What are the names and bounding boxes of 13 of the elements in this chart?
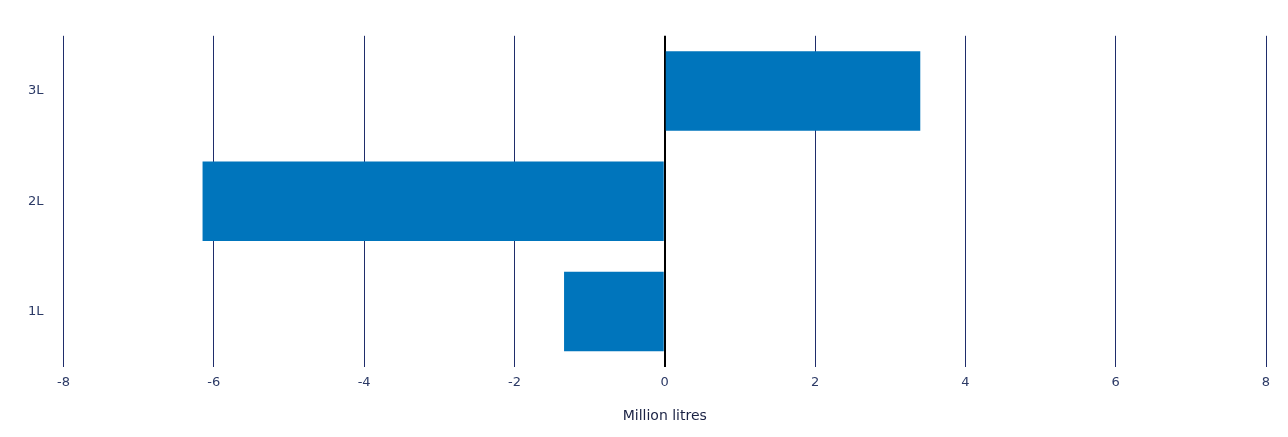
x-tick-label: -2 [507,373,521,389]
x-tick-label: -6 [207,373,221,389]
x-tick-label: 0 [660,373,669,389]
x-tick-label: 8 [1261,373,1271,389]
x-axis-title: Million litres [622,407,707,424]
x-tick-label: 2 [810,373,820,389]
x-tick-label: -8 [57,373,70,389]
y-tick-label: 1L [28,302,45,318]
y-tick-label: 3L [28,82,45,98]
x-tick-label: 6 [1111,373,1120,389]
x-tick-label: -4 [357,373,371,389]
y-tick-label: 2L [28,192,45,208]
x-tick-label: 4 [961,373,970,389]
